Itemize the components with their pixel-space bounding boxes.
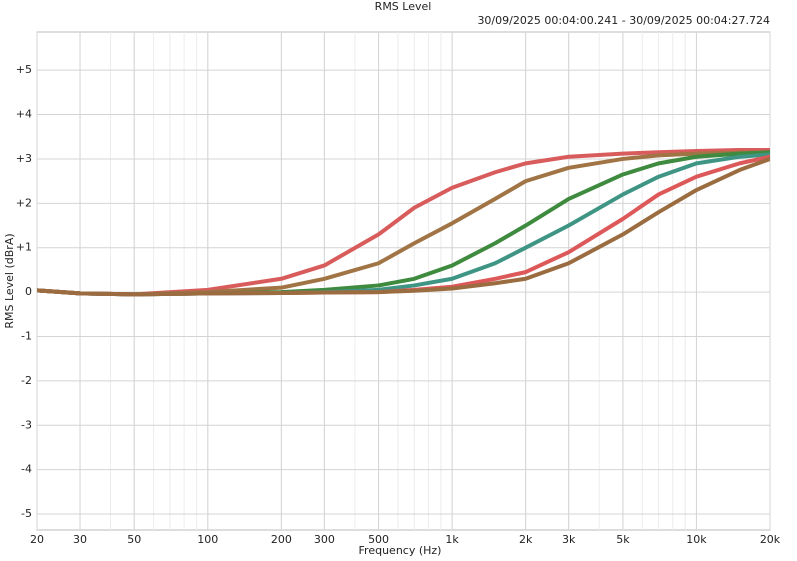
y-axis-label: RMS Level (dBrA) xyxy=(3,233,16,328)
x-tick-label: 200 xyxy=(271,533,292,546)
y-tick-label: 0 xyxy=(25,285,32,298)
y-tick-label: +4 xyxy=(16,108,32,121)
y-tick-label: +2 xyxy=(16,196,32,209)
y-tick-label: +1 xyxy=(16,241,32,254)
y-tick-label: -1 xyxy=(21,329,32,342)
x-tick-label: 20 xyxy=(30,533,44,546)
x-tick-label: 2k xyxy=(519,533,533,546)
y-tick-label: +3 xyxy=(16,152,32,165)
y-tick-label: -2 xyxy=(21,374,32,387)
x-tick-label: 30 xyxy=(73,533,87,546)
x-tick-label: 1k xyxy=(445,533,459,546)
x-tick-label: 500 xyxy=(368,533,389,546)
x-tick-label: 5k xyxy=(616,533,630,546)
series-line xyxy=(37,156,770,297)
x-tick-label: 300 xyxy=(314,533,335,546)
x-tick-label: 20k xyxy=(760,533,781,546)
y-tick-label: -5 xyxy=(21,507,32,520)
y-tick-label: +5 xyxy=(16,63,32,76)
x-axis-label: Frequency (Hz) xyxy=(359,544,442,557)
x-tick-label: 3k xyxy=(562,533,576,546)
x-tick-label: 100 xyxy=(197,533,218,546)
x-tick-label: 50 xyxy=(127,533,141,546)
chart-subtitle: 30/09/2025 00:04:00.241 - 30/09/2025 00:… xyxy=(477,14,770,27)
x-tick-label: 10k xyxy=(686,533,707,546)
chart-title: RMS Level xyxy=(375,0,432,13)
y-tick-label: -3 xyxy=(21,418,32,431)
y-tick-label: -4 xyxy=(21,463,32,476)
